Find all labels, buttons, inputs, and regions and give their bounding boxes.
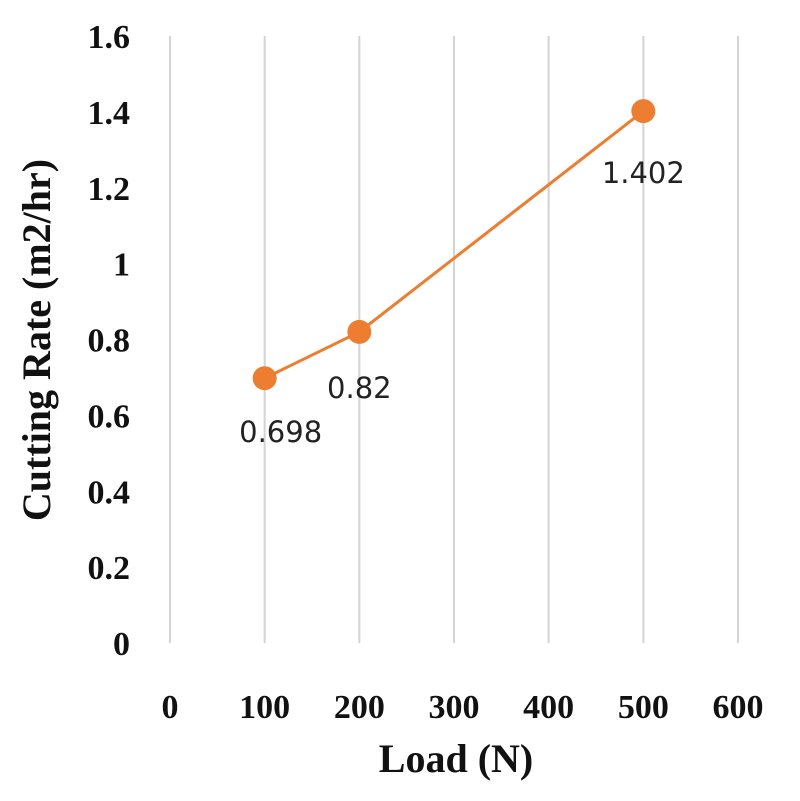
y-tick-label-1: 1 <box>113 247 130 284</box>
y-tick-label-1-2: 1.2 <box>88 171 131 208</box>
y-tick-label-0-4: 0.4 <box>88 474 131 511</box>
data-label-2: 0.82 <box>327 371 392 405</box>
y-tick-label-1-6: 1.6 <box>88 19 131 56</box>
x-axis-title: Load (N) <box>379 736 533 781</box>
x-axis-ticks: 0 100 200 300 400 500 600 <box>162 689 764 726</box>
data-point-3 <box>631 99 656 124</box>
x-tick-label-0: 0 <box>162 689 179 726</box>
x-tick-label-300: 300 <box>429 689 480 726</box>
y-tick-label-1-4: 1.4 <box>88 95 131 132</box>
y-tick-label-0: 0 <box>113 626 130 663</box>
x-tick-label-600: 600 <box>713 689 764 726</box>
data-label-3: 1.402 <box>602 156 685 190</box>
gridlines <box>169 36 739 643</box>
data-label-1: 0.698 <box>239 415 322 449</box>
data-point-2 <box>347 319 372 344</box>
x-tick-label-400: 400 <box>523 689 574 726</box>
x-tick-label-500: 500 <box>618 689 669 726</box>
y-tick-label-0-2: 0.2 <box>88 550 131 587</box>
y-tick-label-0-8: 0.8 <box>88 323 131 360</box>
data-series <box>252 99 656 391</box>
x-tick-label-100: 100 <box>239 689 290 726</box>
data-point-1 <box>252 366 277 391</box>
y-tick-label-0-6: 0.6 <box>88 398 131 435</box>
y-axis-ticks: 0 0.2 0.4 0.6 0.8 1 1.2 1.4 1.6 <box>88 19 131 663</box>
x-tick-label-200: 200 <box>334 689 385 726</box>
y-axis-title: Cutting Rate (m2/hr) <box>14 159 59 521</box>
